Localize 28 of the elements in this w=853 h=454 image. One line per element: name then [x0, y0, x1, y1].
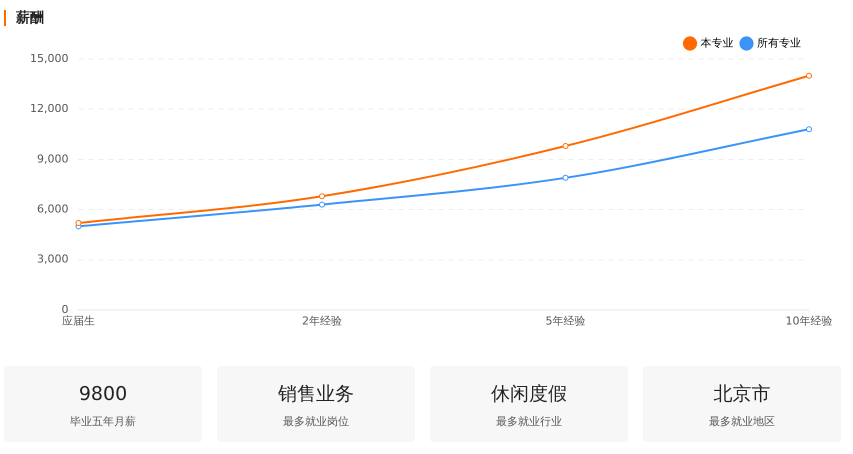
y-tick-label: 15,000 [30, 52, 68, 65]
x-tick-label: 5年经验 [545, 314, 586, 328]
point [806, 126, 812, 132]
chart-title: 薪酬 [16, 9, 44, 27]
y-tick-label: 6,000 [36, 202, 68, 216]
text: 最多就业岗位 [282, 414, 350, 429]
legend-label: 所有专业 [757, 36, 801, 50]
y-tick-label: 9,000 [36, 152, 68, 166]
text: 9800 [78, 382, 128, 406]
x-tick-label: 应届生 [62, 314, 95, 328]
y-tick-label: 12,000 [30, 102, 68, 116]
text: 毕业五年月薪 [69, 414, 137, 429]
legend-label: 本专业 [700, 36, 734, 50]
y-tick-label: 3,000 [36, 252, 68, 266]
y-tick-label: 0 [61, 302, 68, 316]
point [318, 193, 325, 200]
point [75, 220, 82, 226]
point [318, 202, 325, 208]
text: 最多就业行业 [495, 414, 563, 429]
text: 北京市 [712, 382, 772, 406]
point [562, 143, 568, 150]
x-tick-label: 10年经验 [786, 314, 832, 328]
point [806, 72, 812, 79]
text: 销售业务 [277, 382, 355, 406]
point [562, 174, 568, 181]
text: 休闲度假 [490, 382, 568, 406]
x-tick-label: 2年经验 [302, 314, 342, 328]
text: 最多就业地区 [708, 414, 776, 429]
